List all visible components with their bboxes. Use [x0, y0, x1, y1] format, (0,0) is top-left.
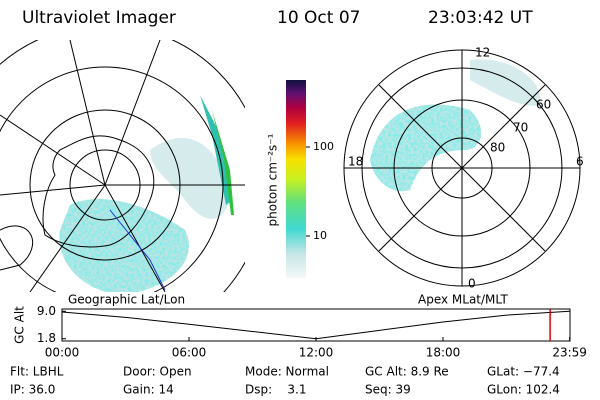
status-field: GLat: −77.4 — [487, 365, 560, 379]
polar-plot — [343, 49, 581, 287]
status-field: GC Alt: 8.9 Re — [365, 365, 449, 379]
status-field: Dsp: 3.1 — [245, 383, 307, 397]
mlt-label: 18 — [348, 155, 363, 169]
y-tick-label: 9.0 — [37, 304, 56, 318]
lat-label: 60 — [536, 98, 551, 112]
x-tick-label: 18:00 — [426, 346, 461, 360]
time: 23:03:42 UT — [428, 8, 533, 28]
mlt-label: 12 — [475, 46, 490, 60]
alt-frame — [61, 308, 571, 342]
colorbar-tick-label: 10 — [313, 229, 327, 242]
status-field: Gain: 14 — [123, 383, 174, 397]
date: 10 Oct 07 — [277, 8, 360, 28]
status-field: Door: Open — [123, 365, 192, 379]
status-field: Seq: 39 — [365, 383, 411, 397]
x-tick-label: 23:59 — [552, 346, 587, 360]
altitude-line — [61, 310, 570, 340]
lat-label: 80 — [490, 141, 505, 155]
colorbar-tick-label: 100 — [313, 140, 334, 153]
x-tick-label: 06:00 — [172, 346, 207, 360]
status-field: Mode: Normal — [245, 365, 329, 379]
x-tick-label: 12:00 — [299, 346, 334, 360]
status-field: Flt: LBHL — [10, 365, 64, 379]
mlt-label: 0 — [468, 277, 476, 291]
x-tick-label: 00:00 — [45, 346, 80, 360]
colorbar — [286, 80, 306, 278]
status-field: IP: 36.0 — [10, 383, 55, 397]
mlt-label: 6 — [576, 155, 584, 169]
y-axis-label: GC Alt — [13, 306, 27, 344]
right-caption: Apex MLat/MLT — [418, 293, 508, 307]
status-field: GLon: 102.4 — [487, 383, 560, 397]
geographic-map — [0, 40, 245, 292]
y-tick-label: 1.8 — [37, 331, 56, 345]
left-caption: Geographic Lat/Lon — [68, 293, 185, 307]
lat-label: 70 — [513, 121, 528, 135]
title: Ultraviolet Imager — [22, 8, 176, 28]
colorbar-label: photon cm⁻²s⁻¹ — [266, 133, 280, 226]
